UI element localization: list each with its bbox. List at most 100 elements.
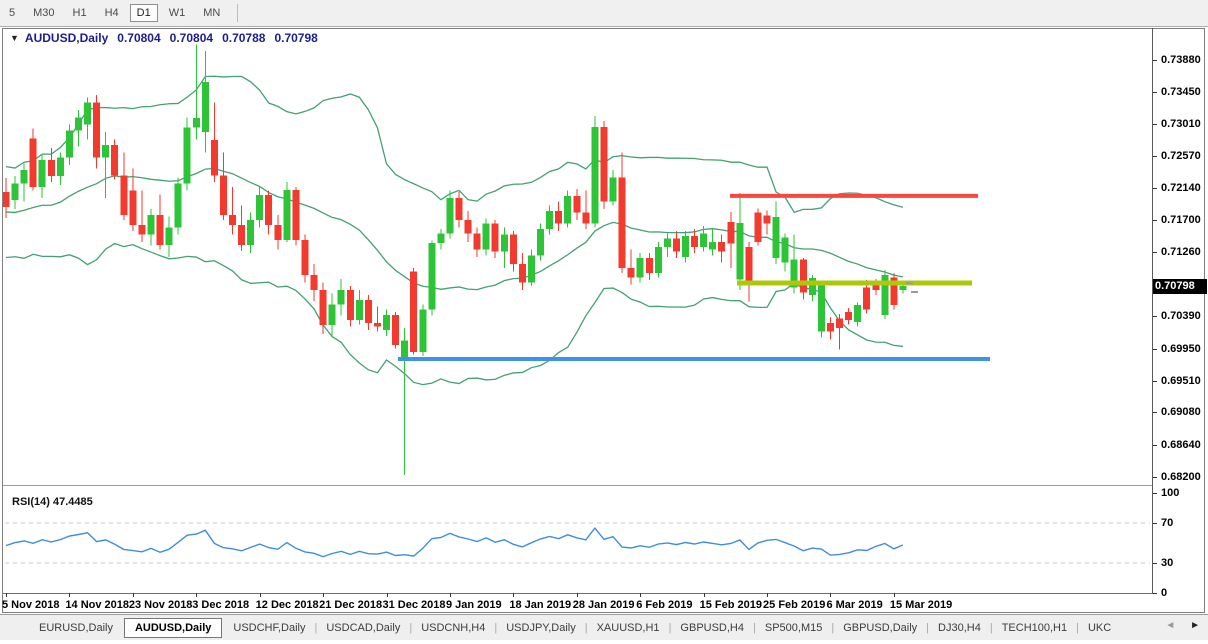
date-axis-label: 18 Jan 2019 xyxy=(509,599,572,611)
candle xyxy=(364,300,372,323)
tab-usdcnh-h4[interactable]: USDCNH,H4 xyxy=(421,621,486,634)
tab-xauusd-h1[interactable]: XAUUSD,H1 xyxy=(596,621,660,634)
candle xyxy=(29,138,37,188)
candle xyxy=(120,175,128,215)
candle xyxy=(799,259,807,293)
candle xyxy=(564,195,572,224)
candle xyxy=(355,300,363,320)
date-axis-label: 15 Feb 2019 xyxy=(699,599,762,611)
candle xyxy=(437,233,445,243)
tab-usdjpy-daily[interactable]: USDJPY,Daily xyxy=(506,621,576,634)
price-axis-tick xyxy=(1153,156,1157,158)
candle xyxy=(482,223,490,250)
chart-dropdown-arrow-icon[interactable]: ▼ xyxy=(10,33,19,43)
candle xyxy=(392,314,400,345)
tab-separator: | xyxy=(989,621,993,634)
candle xyxy=(763,215,771,224)
tab-audusd-daily[interactable]: AUDUSD,Daily xyxy=(123,617,223,638)
candle xyxy=(201,82,209,132)
candle xyxy=(56,157,64,176)
date-axis-tick xyxy=(576,593,578,597)
date-axis-label: 6 Mar 2019 xyxy=(826,599,883,611)
date-axis-label: 9 Jan 2019 xyxy=(445,599,502,611)
candle xyxy=(292,189,300,240)
candle xyxy=(464,220,472,234)
price-axis-label: 0.73880 xyxy=(1161,54,1201,66)
price-axis-label: 0.72140 xyxy=(1161,181,1201,194)
timeframe-button-h1[interactable]: H1 xyxy=(72,7,87,19)
date-axis-label: 21 Dec 2018 xyxy=(319,599,383,611)
candle xyxy=(47,159,55,176)
candle xyxy=(238,225,246,246)
tab-sp500-m15[interactable]: SP500,M15 xyxy=(764,621,823,634)
pane-splitter[interactable] xyxy=(3,485,1152,489)
candle xyxy=(38,159,46,188)
candle xyxy=(111,145,119,176)
timeframe-button-m30[interactable]: M30 xyxy=(33,7,55,19)
candle xyxy=(899,286,907,290)
timeframe-button-h4[interactable]: H4 xyxy=(104,7,119,19)
tab-separator: | xyxy=(831,621,835,634)
date-axis-tick xyxy=(893,593,895,597)
tab-scroll-right-icon[interactable]: ► xyxy=(1190,620,1200,631)
price-axis-tick xyxy=(1153,412,1157,414)
rsi-axis-label: 70 xyxy=(1161,517,1174,529)
candle xyxy=(845,311,853,320)
price-axis-label: 0.71260 xyxy=(1161,246,1201,259)
rsi-chart[interactable] xyxy=(3,488,1152,593)
date-axis-tick xyxy=(703,593,705,597)
candle xyxy=(826,322,834,332)
candle xyxy=(618,177,626,268)
candle xyxy=(645,258,653,273)
candle xyxy=(772,217,780,259)
tab-usdchf-daily[interactable]: USDCHF,Daily xyxy=(233,621,306,634)
candle xyxy=(836,318,844,328)
candle xyxy=(854,305,862,323)
timeframe-button-w1[interactable]: W1 xyxy=(168,7,186,19)
price-chart[interactable] xyxy=(3,42,1150,486)
tab-eurusd-daily[interactable]: EURUSD,Daily xyxy=(39,621,113,634)
tab-separator: | xyxy=(409,621,413,634)
ohlc-close: 0.70798 xyxy=(274,31,318,45)
candle xyxy=(373,322,381,327)
candle xyxy=(781,237,789,263)
candle xyxy=(627,267,635,278)
candle xyxy=(247,220,255,246)
timeframe-button-d1[interactable]: D1 xyxy=(129,4,158,22)
price-axis-tick xyxy=(1153,123,1157,125)
tab-usdcad-daily[interactable]: USDCAD,Daily xyxy=(326,621,401,634)
tab-separator: | xyxy=(926,621,930,634)
price-axis[interactable]: 0.73880 0.73450 0.73010 0.72570 0.72140 0.717… xyxy=(1152,28,1207,599)
candle xyxy=(663,238,671,248)
timeframe-button-mn[interactable]: MN xyxy=(203,7,221,19)
candle xyxy=(654,247,662,273)
price-axis-tick xyxy=(1153,60,1157,61)
tab-dj30-h4[interactable]: DJ30,H4 xyxy=(938,621,981,634)
candle xyxy=(872,283,880,290)
tab-tech100-h1[interactable]: TECH100,H1 xyxy=(1001,621,1068,634)
date-axis[interactable]: 5 Nov 2018 14 Nov 2018 23 Nov 2018 3 Dec 20… xyxy=(0,593,1208,613)
price-axis-tick xyxy=(1153,380,1157,382)
date-axis-label: 3 Dec 2018 xyxy=(192,599,250,611)
date-axis-label: 23 Nov 2018 xyxy=(128,599,193,611)
tab-separator: | xyxy=(494,621,498,634)
candle xyxy=(3,192,10,207)
tab-ukc[interactable]: UKC xyxy=(1087,621,1112,634)
tab-scroll-left-icon[interactable]: ◄ xyxy=(1165,620,1176,631)
candle xyxy=(745,247,753,284)
candle xyxy=(636,258,644,278)
timeframe-button-5[interactable]: 5 xyxy=(9,7,16,19)
rsi-indicator-label: RSI(14) 47.4485 xyxy=(12,496,93,508)
candle xyxy=(219,175,227,215)
tab-gbpusd-h4[interactable]: GBPUSD,H4 xyxy=(680,621,744,634)
candle xyxy=(138,225,146,235)
candle xyxy=(582,212,590,224)
date-axis-label: 15 Mar 2019 xyxy=(889,599,953,611)
candle xyxy=(256,195,264,221)
candle xyxy=(573,195,581,213)
date-axis-tick xyxy=(513,593,515,597)
candle xyxy=(174,183,182,228)
tab-gbpusd-daily[interactable]: GBPUSD,Daily xyxy=(843,621,918,634)
candle xyxy=(863,287,871,310)
tab-separator: | xyxy=(753,621,756,634)
